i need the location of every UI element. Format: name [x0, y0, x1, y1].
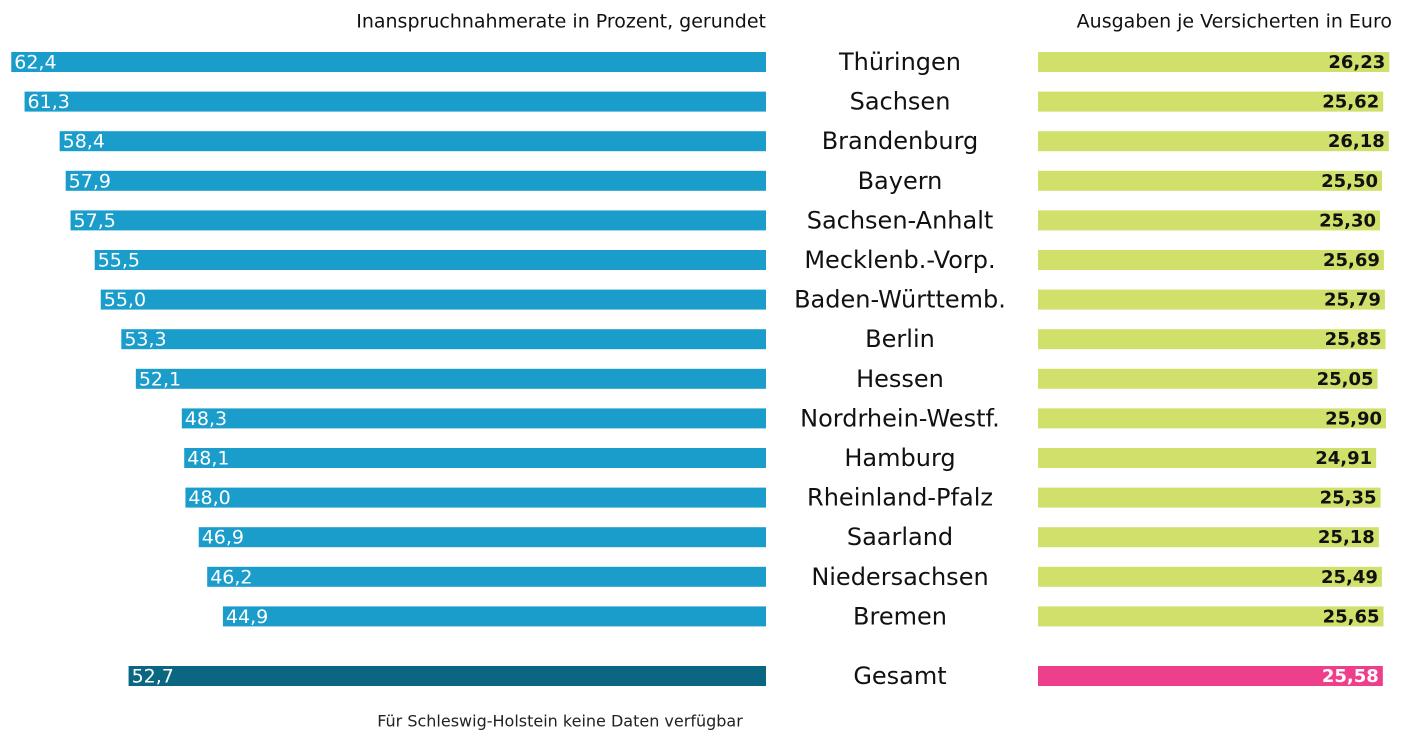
- right-value-label: 25,79: [1324, 290, 1381, 311]
- right-value-label: 25,18: [1318, 527, 1375, 548]
- right-value-label: 25,30: [1319, 210, 1376, 231]
- right-title: Ausgaben je Versicherten in Euro: [1077, 11, 1392, 33]
- right-bar: [1038, 448, 1377, 468]
- left-bar: [121, 329, 767, 350]
- right-bar: [1038, 91, 1384, 112]
- right-value-label: 25,58: [1322, 666, 1379, 687]
- right-value-label: 25,69: [1323, 250, 1380, 271]
- right-bar: [1038, 487, 1381, 508]
- right-value-label: 25,62: [1322, 92, 1379, 113]
- right-value-label: 26,18: [1328, 131, 1385, 152]
- left-value-label: 46,2: [210, 566, 252, 588]
- right-value-label: 25,90: [1325, 408, 1382, 429]
- category-label: Baden-Württemb.: [794, 286, 1006, 314]
- footnote: Für Schleswig-Holstein keine Daten verfü…: [377, 712, 743, 731]
- left-value-label: 48,1: [187, 448, 229, 470]
- right-bar: [1038, 368, 1378, 389]
- left-bar: [184, 448, 766, 468]
- right-bar: [1038, 289, 1385, 310]
- left-bar: [222, 606, 766, 627]
- left-bar: [128, 666, 767, 686]
- category-label: Hamburg: [844, 444, 955, 472]
- right-bar: [1038, 329, 1386, 350]
- right-bar: [1038, 408, 1387, 429]
- left-bar: [135, 368, 767, 389]
- right-bar: [1038, 131, 1389, 152]
- left-value-label: 48,0: [188, 487, 230, 509]
- right-bar: [1038, 606, 1384, 627]
- left-value-label: 55,0: [104, 289, 146, 311]
- category-label: Gesamt: [853, 662, 946, 690]
- left-value-label: 44,9: [226, 606, 268, 628]
- left-bar: [65, 170, 766, 191]
- right-value-label: 25,05: [1317, 369, 1374, 390]
- left-bar: [207, 566, 766, 587]
- right-bar: [1038, 666, 1383, 686]
- left-bar: [94, 250, 766, 270]
- category-label: Sachsen-Anhalt: [807, 206, 994, 234]
- category-label: Hessen: [856, 365, 944, 393]
- category-label: Bremen: [853, 602, 947, 630]
- right-value-label: 25,49: [1321, 567, 1378, 588]
- category-label: Mecklenb.-Vorp.: [804, 246, 995, 274]
- right-value-label: 26,23: [1328, 52, 1385, 73]
- category-label: Niedersachsen: [811, 563, 988, 591]
- right-value-label: 25,50: [1321, 171, 1378, 192]
- category-label: Thüringen: [838, 48, 961, 76]
- right-bar: [1038, 210, 1381, 231]
- left-bar: [100, 289, 766, 310]
- category-label: Berlin: [865, 325, 935, 353]
- left-value-label: 52,1: [139, 368, 181, 390]
- right-value-label: 25,35: [1320, 488, 1377, 509]
- left-value-label: 53,3: [124, 329, 166, 351]
- right-bar: [1038, 170, 1383, 191]
- left-bar: [24, 91, 767, 112]
- left-bar: [181, 408, 767, 429]
- category-label: Sachsen: [850, 88, 951, 116]
- right-value-label: 25,85: [1325, 329, 1382, 350]
- category-label: Nordrhein-Westf.: [800, 404, 1000, 432]
- right-bar: [1038, 566, 1382, 587]
- right-value-label: 24,91: [1315, 448, 1372, 469]
- left-value-label: 46,9: [202, 527, 244, 549]
- category-label: Bayern: [858, 167, 943, 195]
- right-bar: [1038, 527, 1379, 548]
- right-bar: [1038, 250, 1384, 270]
- left-value-label: 48,3: [185, 408, 227, 430]
- category-label: Saarland: [847, 523, 953, 551]
- left-value-label: 55,5: [98, 250, 140, 272]
- left-bar: [185, 487, 766, 508]
- left-value-label: 57,9: [69, 170, 111, 192]
- category-label: Brandenburg: [822, 127, 979, 155]
- left-value-label: 52,7: [132, 666, 174, 688]
- left-value-label: 57,5: [74, 210, 116, 232]
- left-value-label: 58,4: [63, 131, 105, 153]
- left-title: Inanspruchnahmerate in Prozent, gerundet: [356, 11, 766, 33]
- left-value-label: 62,4: [14, 52, 56, 74]
- right-bar: [1038, 52, 1390, 72]
- left-bar: [70, 210, 767, 231]
- right-value-label: 25,65: [1323, 606, 1380, 627]
- left-bar: [59, 131, 766, 152]
- left-value-label: 61,3: [28, 91, 70, 113]
- left-bar: [198, 527, 766, 548]
- category-label: Rheinland-Pfalz: [807, 484, 993, 512]
- left-bar: [11, 52, 767, 72]
